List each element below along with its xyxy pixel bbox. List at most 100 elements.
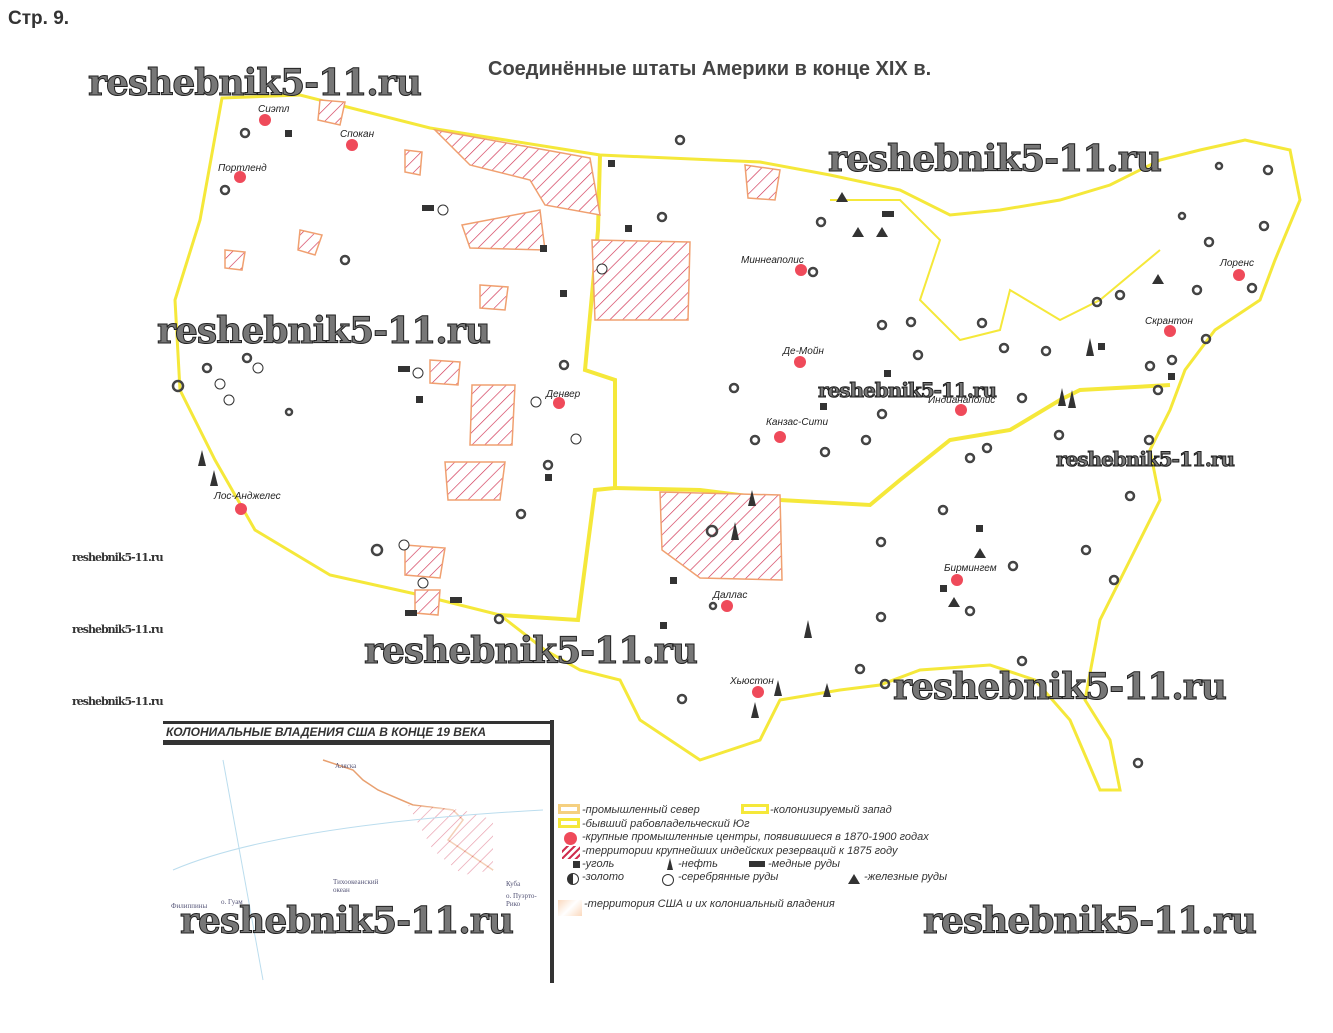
city-dot	[721, 600, 733, 612]
legend-territory: -территория США и их колониальный владен…	[584, 898, 835, 910]
coal-icon	[940, 585, 947, 592]
reservation	[317, 99, 346, 126]
reservation	[659, 491, 783, 581]
watermark: reshebnik5-11.ru	[818, 378, 998, 403]
oil-icon	[1086, 338, 1094, 356]
city-dot	[774, 431, 786, 443]
map-title: Соединённые штаты Америки в конце XIX в.	[488, 58, 932, 80]
city-dot	[951, 574, 963, 586]
iron-ore-icon	[1152, 274, 1164, 284]
gold-icon	[214, 378, 226, 390]
coal-icon	[1098, 343, 1105, 350]
inset-label-philippines: Филиппины	[171, 902, 208, 910]
watermark: reshebnik5-11.ru	[180, 900, 515, 943]
oil-icon	[667, 858, 673, 870]
watermark: reshebnik5-11.ru	[72, 623, 164, 636]
city-label: Бирмингем	[944, 563, 997, 574]
legend-copper: -медные руды	[768, 858, 841, 870]
oil-icon	[198, 450, 206, 466]
watermark: reshebnik5-11.ru	[923, 900, 1258, 943]
city-label: Лоренс	[1220, 258, 1255, 269]
iron-ore-icon	[852, 227, 864, 237]
silver-ore-icon	[252, 362, 264, 374]
reservation	[404, 149, 423, 176]
coal-icon	[560, 290, 567, 297]
legend-south: -бывший рабовладельческий Юг	[582, 818, 750, 830]
gold-icon	[412, 367, 424, 379]
coal-icon	[820, 403, 827, 410]
iron-ore-icon	[836, 192, 848, 202]
colonial-inset-map: Аляска Тихоокеанский океан о. Гуам Филип…	[163, 720, 554, 983]
inset-label-guam: о. Гуам	[221, 898, 243, 906]
gold-icon	[437, 204, 449, 216]
copper-icon	[398, 366, 410, 372]
legend-north-swatch	[558, 804, 580, 814]
reservation	[744, 164, 781, 201]
legend-west: -колонизируемый запад	[770, 804, 892, 816]
oil-icon	[1068, 390, 1076, 408]
inset-label-alaska: Аляска	[335, 762, 357, 770]
reservation	[429, 359, 461, 386]
page-label: Стр. 9.	[8, 8, 70, 29]
city-label: Индианаполис	[928, 395, 996, 406]
reservation	[591, 239, 691, 321]
coal-icon	[660, 622, 667, 629]
coal-icon	[416, 396, 423, 403]
iron-ore-icon	[876, 227, 888, 237]
city-label: Миннеаполис	[741, 255, 804, 266]
city-label: Спокан	[340, 129, 375, 140]
city-dot	[1164, 325, 1176, 337]
coal-icon	[285, 130, 292, 137]
resource-markers	[198, 130, 1175, 718]
city-label: Канзас-Сити	[766, 417, 829, 428]
silver-ore-icon	[417, 577, 429, 589]
legend-north: -промышленный север	[582, 804, 700, 816]
city-dot	[346, 139, 358, 151]
oil-icon	[751, 702, 759, 718]
city-label: Де-Мойн	[783, 346, 824, 357]
reservation	[404, 544, 446, 579]
reservation	[432, 128, 601, 216]
inset-title: КОЛОНИАЛЬНЫЕ ВЛАДЕНИЯ США В КОНЦЕ 19 ВЕК…	[163, 721, 550, 745]
reservation	[461, 209, 546, 251]
copper-icon	[882, 211, 894, 217]
city-dot	[955, 404, 967, 416]
coal-icon	[625, 225, 632, 232]
inset-label-cuba: Куба	[506, 880, 521, 888]
legend-south-swatch	[558, 818, 580, 828]
other-centers	[171, 127, 1274, 769]
copper-icon	[422, 205, 434, 211]
reservation	[414, 589, 441, 616]
legend-iron: -железные руды	[864, 871, 948, 883]
city-label: Хьюстон	[730, 676, 774, 687]
watermark: reshebnik5-11.ru	[1056, 447, 1236, 472]
legend-west-swatch	[741, 804, 769, 814]
coal-icon	[545, 474, 552, 481]
city-dot-icon	[564, 832, 577, 845]
city-label: Даллас	[713, 590, 748, 601]
gold-icon	[567, 873, 579, 885]
city-label: Лос-Анджелес	[214, 491, 281, 502]
coal-icon	[540, 245, 547, 252]
great-lakes	[830, 199, 1161, 342]
watermark: reshebnik5-11.ru	[72, 551, 164, 564]
city-dot	[795, 264, 807, 276]
oil-icon	[731, 522, 739, 540]
coal-icon	[573, 861, 580, 868]
city-dot	[794, 356, 806, 368]
inset-label-ocean: Тихоокеанский океан	[333, 878, 379, 894]
legend-reservations: -территории крупнейших индейских резерва…	[582, 845, 898, 857]
watermark: reshebnik5-11.ru	[72, 695, 164, 708]
watermark: reshebnik5-11.ru	[364, 630, 699, 673]
city-label: Портленд	[218, 163, 267, 174]
coal-icon	[608, 160, 615, 167]
reservation	[469, 384, 516, 446]
gold-markers	[214, 204, 608, 589]
coal-icon	[1168, 373, 1175, 380]
city-label: Денвер	[546, 389, 581, 400]
oil-icon	[774, 680, 782, 696]
copper-icon	[405, 610, 417, 616]
territory-swatch	[558, 900, 582, 916]
legend-oil: -нефть	[678, 858, 718, 870]
reservation	[224, 249, 246, 271]
